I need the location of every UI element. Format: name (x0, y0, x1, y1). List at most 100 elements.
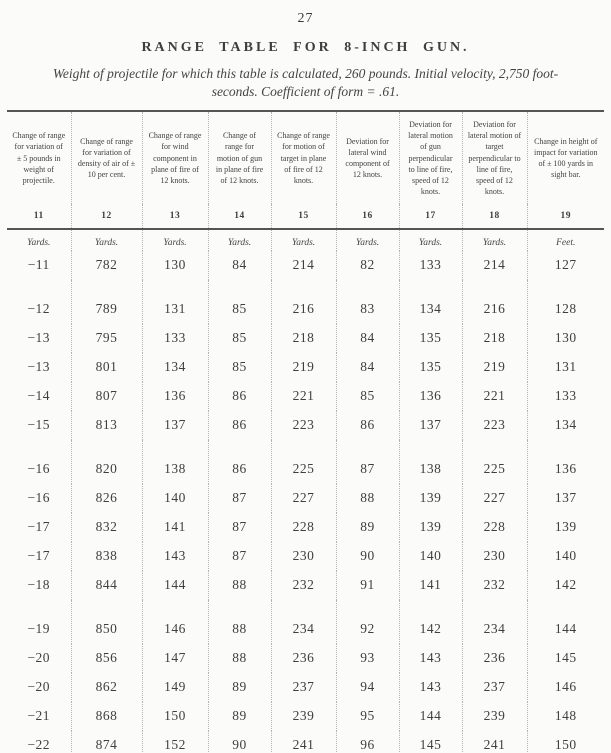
data-cell: 223 (461, 411, 527, 441)
data-cell: 86 (207, 411, 271, 441)
data-cell: 868 (70, 702, 142, 732)
data-cell: 131 (526, 353, 604, 383)
table-row: −18 844 144 88 232 91 141 232 142 (7, 571, 604, 601)
data-cell: 95 (335, 702, 399, 732)
data-cell: 142 (526, 571, 604, 601)
column-number: 15 (270, 204, 336, 231)
data-cell: 86 (207, 440, 271, 485)
data-cell: 94 (335, 673, 399, 703)
data-cell: 232 (270, 571, 336, 601)
data-cell: 85 (207, 280, 271, 325)
data-cell: 133 (526, 382, 604, 412)
unit-label: Yards. (398, 229, 462, 252)
data-cell: 225 (270, 440, 336, 485)
data-cell: −13 (27, 359, 51, 375)
table-row: −17 838 143 87 230 90 140 230 140 (7, 542, 604, 572)
table-row: −12 789 131 85 216 83 134 216 128 (7, 280, 604, 325)
data-cell: 133 (141, 324, 208, 354)
data-cell: 136 (141, 382, 208, 412)
data-cell: 93 (335, 644, 399, 674)
data-cell: 142 (398, 600, 462, 645)
data-cell: 147 (141, 644, 208, 674)
column-number: 19 (526, 204, 604, 231)
data-cell: 89 (207, 702, 271, 732)
data-cell: 134 (398, 280, 462, 325)
column-header: Change of range for motion of gun in pla… (207, 111, 271, 205)
data-cell: 223 (270, 411, 336, 441)
data-cell: 219 (270, 353, 336, 383)
data-cell: 807 (70, 382, 142, 412)
data-cell: −16 (27, 490, 51, 506)
data-cell: 136 (526, 440, 604, 485)
table-row: −20 862 149 89 237 94 143 237 146 (7, 673, 604, 703)
data-cell: 85 (335, 382, 399, 412)
data-cell: −14 (27, 388, 51, 404)
data-cell: 241 (270, 731, 336, 753)
data-cell: 227 (461, 484, 527, 514)
data-cell: 143 (398, 644, 462, 674)
column-number-row: 11 12 13 14 15 16 17 18 19 (7, 204, 604, 231)
unit-label: Yards. (27, 238, 51, 249)
column-header: Deviation for lateral wind component of … (335, 111, 399, 205)
table-row: −22 874 152 90 241 96 145 241 150 (7, 731, 604, 753)
data-cell: 228 (270, 513, 336, 543)
table-body: Yards. Yards. Yards. Yards. Yards. Yards. Yard… (7, 229, 604, 753)
data-cell: 237 (461, 673, 527, 703)
data-cell: 826 (70, 484, 142, 514)
data-cell: 91 (335, 571, 399, 601)
data-cell: 85 (207, 353, 271, 383)
data-cell: 214 (270, 251, 336, 281)
data-cell: 88 (335, 484, 399, 514)
data-cell: 137 (526, 484, 604, 514)
data-cell: 84 (335, 324, 399, 354)
column-header: Change of range for motion of target in … (270, 111, 336, 205)
table-row: −16 826 140 87 227 88 139 227 137 (7, 484, 604, 514)
data-cell: 782 (70, 251, 142, 281)
data-cell: −11 (27, 257, 50, 273)
data-cell: 88 (207, 644, 271, 674)
data-cell: 146 (526, 673, 604, 703)
data-cell: 139 (398, 513, 462, 543)
data-cell: −12 (27, 301, 51, 317)
data-cell: −18 (27, 577, 51, 593)
data-cell: 89 (207, 673, 271, 703)
data-cell: 218 (461, 324, 527, 354)
unit-label: Yards. (70, 229, 142, 252)
table-row: −16 820 138 86 225 87 138 225 136 (7, 440, 604, 485)
unit-label: Feet. (526, 229, 604, 252)
data-cell: 137 (398, 411, 462, 441)
column-header: Change of range for wind component in pl… (141, 111, 208, 205)
data-cell: 813 (70, 411, 142, 441)
data-cell: 150 (141, 702, 208, 732)
data-cell: 88 (207, 600, 271, 645)
data-cell: 135 (398, 353, 462, 383)
data-cell: 88 (207, 571, 271, 601)
column-header: Change of range for variation of density… (70, 111, 142, 205)
data-cell: 232 (461, 571, 527, 601)
data-cell: 144 (398, 702, 462, 732)
data-cell: 221 (270, 382, 336, 412)
data-cell: 241 (461, 731, 527, 753)
data-cell: 86 (207, 382, 271, 412)
data-cell: 225 (461, 440, 527, 485)
data-cell: 141 (141, 513, 208, 543)
data-cell: −17 (27, 548, 51, 564)
data-cell: 87 (335, 440, 399, 485)
data-cell: 140 (398, 542, 462, 572)
data-cell: 130 (141, 251, 208, 281)
data-cell: 90 (335, 542, 399, 572)
data-cell: 874 (70, 731, 142, 753)
data-cell: −20 (27, 650, 51, 666)
data-cell: 90 (207, 731, 271, 753)
column-number: 18 (461, 204, 527, 231)
caption-line-2: seconds. Coefficient of form = .61. (211, 83, 400, 99)
data-cell: 227 (270, 484, 336, 514)
data-cell: 82 (335, 251, 399, 281)
column-number: 13 (141, 204, 208, 231)
data-cell: −19 (27, 621, 51, 637)
column-header: Change of range for variation of ± 5 pou… (12, 131, 66, 185)
data-cell: 148 (526, 702, 604, 732)
data-cell: 131 (141, 280, 208, 325)
data-cell: 801 (70, 353, 142, 383)
